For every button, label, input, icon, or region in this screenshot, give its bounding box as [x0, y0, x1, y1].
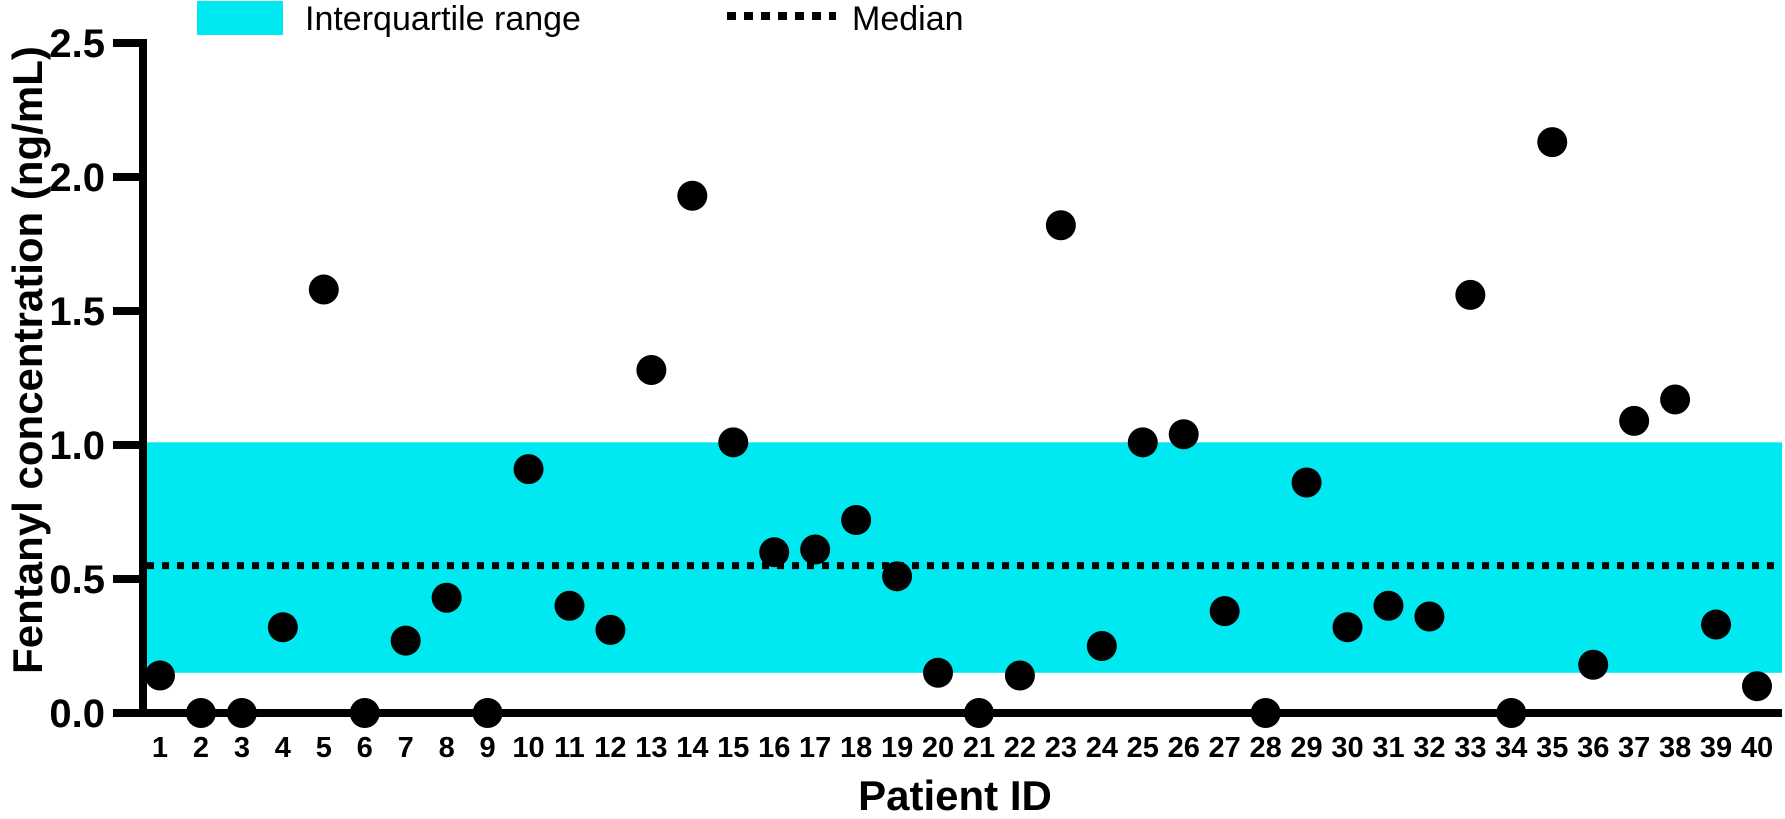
data-point: [1414, 601, 1445, 632]
x-tick-label: 25: [1127, 732, 1159, 764]
x-tick-label: 23: [1045, 732, 1077, 764]
x-tick-label: 32: [1413, 732, 1445, 764]
data-point: [226, 698, 257, 728]
y-tick-label: 1.5: [49, 290, 105, 334]
data-point: [1619, 405, 1650, 436]
data-point: [923, 657, 954, 688]
x-tick-label: 5: [316, 732, 332, 764]
data-point: [1742, 671, 1772, 702]
y-axis-title: Fentanyl concentration (ng/mL): [4, 46, 51, 674]
data-point: [718, 427, 749, 458]
x-tick-label: 15: [717, 732, 749, 764]
data-point: [800, 534, 831, 565]
data-point: [349, 698, 380, 728]
iqr-band: [147, 442, 1782, 673]
x-tick-label: 20: [922, 732, 954, 764]
data-point: [1291, 467, 1322, 498]
data-point: [882, 561, 913, 592]
x-tick-label: 18: [840, 732, 872, 764]
data-point: [431, 582, 462, 613]
data-point: [1250, 698, 1281, 728]
y-tick-label: 0.5: [49, 558, 105, 602]
x-tick-label: 34: [1495, 732, 1527, 764]
legend-swatch-iqr: [197, 1, 283, 35]
legend-label-iqr: Interquartile range: [305, 0, 581, 38]
x-tick-label: 16: [758, 732, 790, 764]
data-point: [1701, 609, 1732, 640]
x-tick-label: 17: [799, 732, 831, 764]
data-point: [554, 590, 585, 621]
x-tick-label: 24: [1086, 732, 1118, 764]
data-point: [1455, 279, 1486, 310]
x-axis-title: Patient ID: [858, 772, 1052, 819]
data-point: [1086, 631, 1117, 661]
x-tick-label: 38: [1659, 732, 1691, 764]
x-tick-label: 37: [1618, 732, 1650, 764]
x-tick-label: 28: [1249, 732, 1281, 764]
x-tick-label: 13: [635, 732, 667, 764]
x-tick-label: 22: [1004, 732, 1036, 764]
x-tick-label: 29: [1290, 732, 1322, 764]
x-tick-label: 12: [594, 732, 626, 764]
x-tick-label: 14: [676, 732, 708, 764]
x-tick-label: 30: [1331, 732, 1363, 764]
data-point: [145, 660, 175, 691]
x-tick-label: 8: [439, 732, 455, 764]
data-point: [1127, 427, 1158, 458]
x-tick-label: 6: [357, 732, 373, 764]
data-point: [841, 505, 872, 536]
y-tick-label: 1.0: [49, 424, 105, 468]
data-point: [963, 698, 994, 728]
data-point: [1373, 590, 1404, 621]
x-tick-label: 21: [963, 732, 995, 764]
plot-area: 0.00.51.01.52.02.51 2 3 4 5 6 7 8 9 10 11 12 13 14 15 1…: [49, 22, 1782, 764]
x-tick-label: 33: [1454, 732, 1486, 764]
data-point: [1168, 419, 1199, 450]
x-tick-label: 9: [480, 732, 496, 764]
x-tick-label: 4: [275, 732, 291, 764]
data-point: [1004, 660, 1035, 691]
data-point: [1578, 649, 1609, 680]
data-point: [1496, 698, 1527, 728]
data-point: [513, 454, 544, 485]
data-point: [185, 698, 216, 728]
data-point: [1537, 127, 1568, 158]
x-tick-label: 36: [1577, 732, 1609, 764]
legend: Interquartile range Median: [197, 0, 964, 38]
data-point: [1332, 612, 1363, 643]
x-tick-label: 3: [234, 732, 250, 764]
data-point: [472, 698, 503, 728]
y-tick-label: 2.5: [49, 22, 105, 66]
data-point: [308, 274, 339, 305]
data-point: [267, 612, 298, 643]
x-tick-label: 11: [554, 732, 585, 764]
data-point: [1660, 384, 1691, 415]
x-tick-label: 2: [193, 732, 209, 764]
data-point: [759, 537, 790, 568]
x-tick-label: 7: [398, 732, 414, 764]
data-point: [677, 180, 708, 211]
data-point: [1045, 210, 1076, 241]
x-tick-label: 31: [1372, 732, 1404, 764]
y-tick-label: 2.0: [49, 156, 105, 200]
x-tick-label: 1: [152, 732, 168, 764]
y-tick-label: 0.0: [49, 692, 105, 736]
x-tick-label: 19: [881, 732, 913, 764]
legend-label-median: Median: [852, 0, 964, 38]
data-point: [636, 354, 667, 385]
x-tick-label: 10: [512, 732, 544, 764]
x-tick-label: 35: [1536, 732, 1568, 764]
data-point: [595, 614, 626, 645]
data-point: [1209, 596, 1240, 627]
x-tick-label: 39: [1700, 732, 1732, 764]
x-tick-label: 27: [1209, 732, 1241, 764]
x-tick-label: 26: [1168, 732, 1200, 764]
data-point: [390, 625, 421, 656]
x-tick-label: 40: [1741, 732, 1773, 764]
